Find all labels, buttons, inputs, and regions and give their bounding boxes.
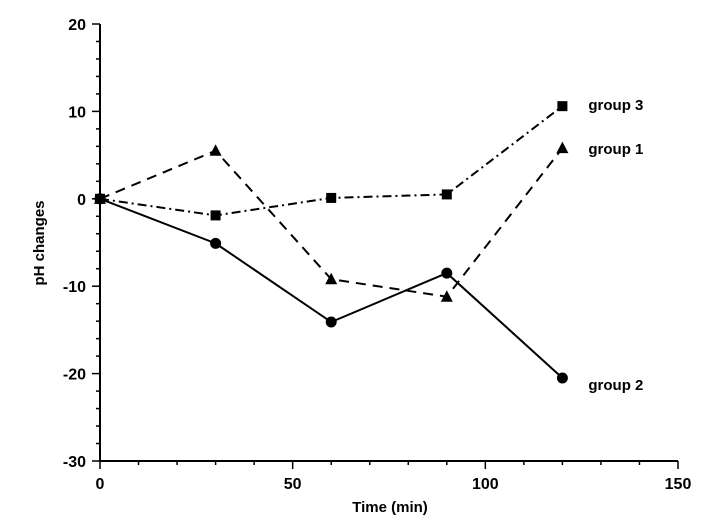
data-point-circle (556, 372, 568, 384)
x-axis-title: Time (min) (352, 499, 428, 516)
series-group-3 (95, 101, 568, 221)
y-tick-label: 0 (77, 192, 86, 209)
x-tick-label: 100 (472, 476, 499, 493)
series-label: group 3 (588, 97, 643, 114)
data-point-square (95, 193, 105, 204)
data-point-triangle (440, 290, 453, 302)
y-tick-label: 10 (68, 104, 86, 121)
data-point-square (210, 210, 221, 221)
data-point-square (441, 189, 452, 200)
series-label: group 1 (588, 141, 643, 158)
y-tick-label: -30 (63, 454, 86, 471)
x-tick-label: 150 (665, 476, 692, 493)
data-point-circle (210, 237, 222, 249)
data-point-triangle (556, 141, 569, 154)
series-line (99, 197, 564, 379)
axes: -30 -20 -10 0 10 20 0 50 100 150 (63, 17, 692, 493)
y-tick-label: -10 (63, 279, 86, 296)
data-point-square (326, 192, 337, 203)
data-point-circle (325, 316, 337, 328)
y-axis-title: pH changes (31, 200, 48, 285)
series-labels: group 1 group 2 group 3 (588, 97, 643, 394)
series-lines (94, 101, 569, 384)
x-tick-label: 50 (284, 476, 302, 493)
series-label: group 2 (588, 377, 643, 394)
series-group-1 (94, 141, 569, 302)
data-point-triangle (325, 272, 338, 285)
data-point-square (557, 101, 568, 112)
y-tick-label: -20 (63, 367, 86, 384)
y-tick-label: 20 (68, 17, 86, 34)
x-tick-label: 0 (96, 476, 105, 493)
series-group-2 (94, 193, 568, 384)
data-point-triangle (209, 144, 222, 156)
data-point-circle (441, 267, 453, 279)
